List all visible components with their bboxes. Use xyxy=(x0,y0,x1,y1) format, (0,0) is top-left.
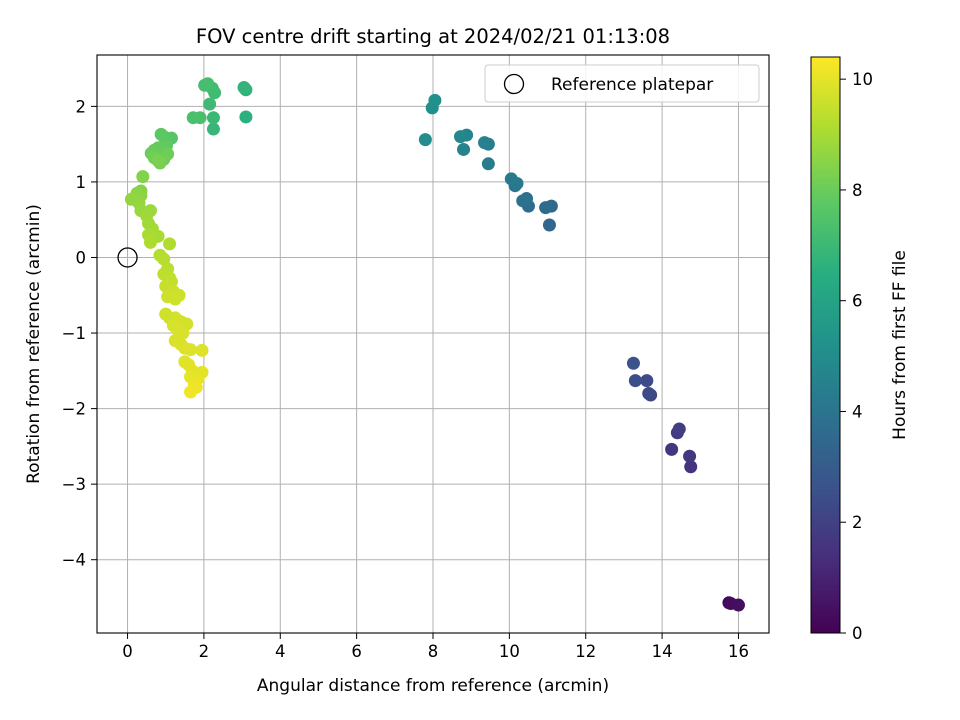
data-point xyxy=(457,142,471,156)
data-point xyxy=(683,449,697,463)
y-axis-label: Rotation from reference (arcmin) xyxy=(24,204,44,484)
data-point xyxy=(203,97,217,111)
legend: Reference platepar xyxy=(484,64,760,103)
x-tick-label: 16 xyxy=(728,642,749,661)
data-point xyxy=(539,201,553,215)
grid xyxy=(97,55,769,633)
colorbar-ticks: 0 2 4 6 8 10 xyxy=(840,70,873,643)
data-point xyxy=(143,235,157,249)
scatter-points xyxy=(124,77,745,612)
x-tick-label: 14 xyxy=(652,642,673,661)
legend-box xyxy=(484,64,760,103)
x-tick-label: 4 xyxy=(275,642,286,661)
reference-marker xyxy=(117,247,138,268)
y-tick-label: −4 xyxy=(62,551,86,570)
data-point xyxy=(672,422,686,436)
colorbar-tick-label: 10 xyxy=(852,70,873,89)
data-point xyxy=(642,386,656,400)
y-tick-label: 0 xyxy=(76,248,87,267)
data-point xyxy=(516,194,530,208)
data-point xyxy=(731,598,745,612)
colorbar-tick-label: 4 xyxy=(852,402,863,421)
colorbar-tick-label: 0 xyxy=(852,624,863,643)
data-point xyxy=(239,110,253,124)
data-point xyxy=(136,170,150,184)
legend-marker-icon xyxy=(503,73,525,95)
colorbar-tick-label: 8 xyxy=(852,181,863,200)
x-tick-label: 6 xyxy=(351,642,362,661)
colorbar: 0 2 4 6 8 10 Hours from first FF file xyxy=(810,56,910,643)
data-point xyxy=(157,252,171,266)
y-axis-ticks: −4 −3 −2 −1 0 1 2 xyxy=(62,97,97,570)
chart-title: FOV centre drift starting at 2024/02/21 … xyxy=(196,25,670,48)
colorbar-gradient xyxy=(810,56,841,634)
y-tick-label: 1 xyxy=(76,173,87,192)
data-point xyxy=(168,292,182,306)
x-tick-label: 10 xyxy=(499,642,520,661)
data-point xyxy=(665,442,679,456)
data-point xyxy=(198,78,212,92)
y-tick-label: 2 xyxy=(76,97,87,116)
x-tick-label: 2 xyxy=(199,642,210,661)
data-point xyxy=(186,111,200,125)
data-point xyxy=(163,237,177,251)
data-point xyxy=(418,133,432,147)
legend-label: Reference platepar xyxy=(551,75,713,95)
x-axis-ticks: 0 2 4 6 8 10 12 14 16 xyxy=(122,633,749,661)
data-point xyxy=(542,218,556,232)
data-point xyxy=(206,122,220,136)
data-point xyxy=(184,385,198,399)
data-point xyxy=(195,343,209,357)
colorbar-label: Hours from first FF file xyxy=(890,250,910,440)
y-tick-label: −2 xyxy=(62,400,86,419)
data-point xyxy=(481,157,495,171)
data-point xyxy=(453,130,467,144)
data-point xyxy=(184,343,198,357)
data-point xyxy=(640,374,654,388)
x-tick-label: 12 xyxy=(575,642,596,661)
colorbar-tick-label: 2 xyxy=(852,513,863,532)
y-tick-label: −1 xyxy=(62,324,86,343)
data-point xyxy=(684,460,698,474)
y-tick-label: −3 xyxy=(62,475,86,494)
data-point xyxy=(237,80,251,94)
colorbar-tick-label: 6 xyxy=(852,292,863,311)
x-tick-label: 8 xyxy=(428,642,439,661)
data-point xyxy=(504,172,518,186)
data-point xyxy=(151,154,165,168)
data-point xyxy=(154,127,168,141)
data-point xyxy=(478,136,492,150)
x-tick-label: 0 xyxy=(122,642,133,661)
data-point xyxy=(628,374,642,388)
data-point xyxy=(428,93,442,107)
data-point xyxy=(206,111,220,125)
x-axis-label: Angular distance from reference (arcmin) xyxy=(257,676,609,696)
data-point xyxy=(626,356,640,370)
